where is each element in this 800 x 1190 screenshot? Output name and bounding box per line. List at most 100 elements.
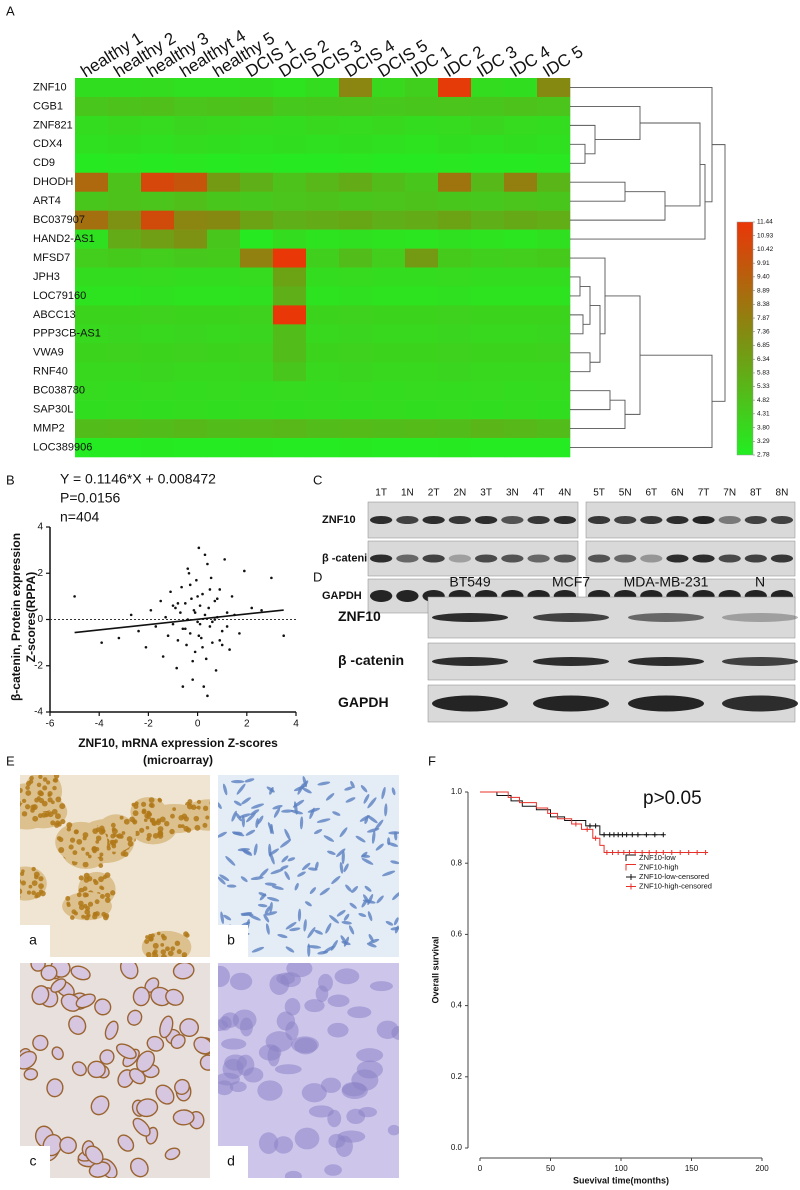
heatmap-cell xyxy=(306,96,340,117)
heatmap-cell xyxy=(141,324,175,344)
heatmap-cell xyxy=(306,343,340,363)
heatmap-cell xyxy=(273,96,307,117)
scatter-point xyxy=(214,669,218,672)
scatter-point xyxy=(164,615,167,619)
heatmap-cell xyxy=(108,229,142,249)
heatmap-cell xyxy=(438,191,472,211)
heatmap-cell xyxy=(438,267,472,287)
heatmap-cell xyxy=(438,210,472,230)
dendrogram-branch xyxy=(570,314,584,335)
heatmap-cell xyxy=(174,305,208,325)
heatmap-cell xyxy=(174,248,208,268)
x-tick-label: 50 xyxy=(546,1164,555,1173)
scatter-point xyxy=(184,627,187,631)
heatmap-cell xyxy=(504,210,538,230)
censored-mark xyxy=(652,832,658,838)
scatter-point xyxy=(225,625,229,628)
censored-mark xyxy=(584,826,590,832)
heatmap-cell xyxy=(537,96,571,117)
heatmap-cell xyxy=(405,191,439,211)
blot-band xyxy=(533,613,609,622)
heatmap-cell xyxy=(372,96,406,117)
survival-curve xyxy=(480,791,664,836)
heatmap-cell xyxy=(471,248,505,268)
blot-band xyxy=(628,613,704,622)
heatmap-cell xyxy=(438,286,472,306)
scatter-point xyxy=(260,608,263,612)
censored-mark xyxy=(686,850,692,856)
y-tick-label: 4 xyxy=(37,522,43,533)
heatmap-cell xyxy=(372,134,406,155)
heatmap-cell xyxy=(306,324,340,344)
heatmap-cell xyxy=(471,400,505,420)
heatmap-cell xyxy=(75,286,109,306)
heatmap-cell xyxy=(504,248,538,268)
heatmap-cell xyxy=(207,229,241,249)
scatter-point xyxy=(180,585,183,589)
blot-band xyxy=(527,516,550,524)
heatmap-cell xyxy=(372,115,406,136)
heatmap-cell xyxy=(240,286,274,306)
colorbar-tick-label: 5.33 xyxy=(757,383,770,390)
blot-band xyxy=(533,657,609,666)
heatmap-cell xyxy=(240,191,274,211)
censored-mark xyxy=(615,850,621,856)
heatmap-cell xyxy=(75,210,109,230)
dendrogram-branch xyxy=(570,143,586,164)
heatmap-cell xyxy=(75,248,109,268)
heatmap-cell xyxy=(273,229,307,249)
heatmap-cell xyxy=(306,115,340,136)
x-tick-label: 150 xyxy=(685,1164,699,1173)
heatmap-cell xyxy=(405,172,439,192)
censored-mark xyxy=(607,832,613,838)
heatmap-cell xyxy=(339,96,373,117)
row-label: BC038780 xyxy=(33,385,85,397)
heatmap-cell xyxy=(339,115,373,136)
heatmap-cell xyxy=(372,248,406,268)
dendrogram-branch xyxy=(570,191,666,221)
heatmap-cell xyxy=(207,343,241,363)
scatter-point xyxy=(149,608,153,612)
lane-label: 3T xyxy=(480,488,492,499)
heatmap-cell xyxy=(240,134,274,155)
dendrogram-branch xyxy=(580,286,591,325)
panel-label: F xyxy=(428,753,436,768)
row-label: SAP30L xyxy=(33,404,73,416)
heatmap-cell xyxy=(471,153,505,174)
heatmap-cell xyxy=(405,419,439,439)
heatmap-cell xyxy=(273,381,307,401)
heatmap-cell xyxy=(108,343,142,363)
scatter-point xyxy=(197,634,201,637)
heatmap-cell xyxy=(471,229,505,249)
scatter-point xyxy=(176,602,180,605)
heatmap-cell xyxy=(306,191,340,211)
scatter-point xyxy=(195,578,198,582)
heatmap-cell xyxy=(504,400,538,420)
heatmap-cell xyxy=(240,438,274,458)
heatmap-cell xyxy=(339,78,373,98)
y-tick-label: -4 xyxy=(34,707,43,718)
heatmap-cell xyxy=(438,343,472,363)
heatmap-cell xyxy=(108,248,142,268)
scatter-point xyxy=(171,622,175,626)
blot-band xyxy=(432,657,508,666)
censored-mark xyxy=(660,832,666,838)
heatmap-cell xyxy=(372,210,406,230)
blot-row-label: GAPDH xyxy=(338,694,389,710)
x-tick-label: 0 xyxy=(195,719,201,730)
heatmap-cell xyxy=(537,210,571,230)
heatmap-cell xyxy=(174,115,208,136)
x-tick-label: 2 xyxy=(244,719,250,730)
scatter-point xyxy=(191,659,194,663)
heatmap-cell xyxy=(207,286,241,306)
heatmap-cell xyxy=(537,381,571,401)
heatmap-cell xyxy=(306,78,340,98)
blot-band xyxy=(744,516,767,524)
censored-mark xyxy=(593,823,599,829)
legend-label: ZNF10-high xyxy=(639,862,679,871)
scatter-point xyxy=(198,604,202,607)
heatmap-cell xyxy=(438,78,472,98)
heatmap-cell xyxy=(471,210,505,230)
dendrogram-branch xyxy=(640,122,701,207)
scatter-point xyxy=(193,650,197,654)
